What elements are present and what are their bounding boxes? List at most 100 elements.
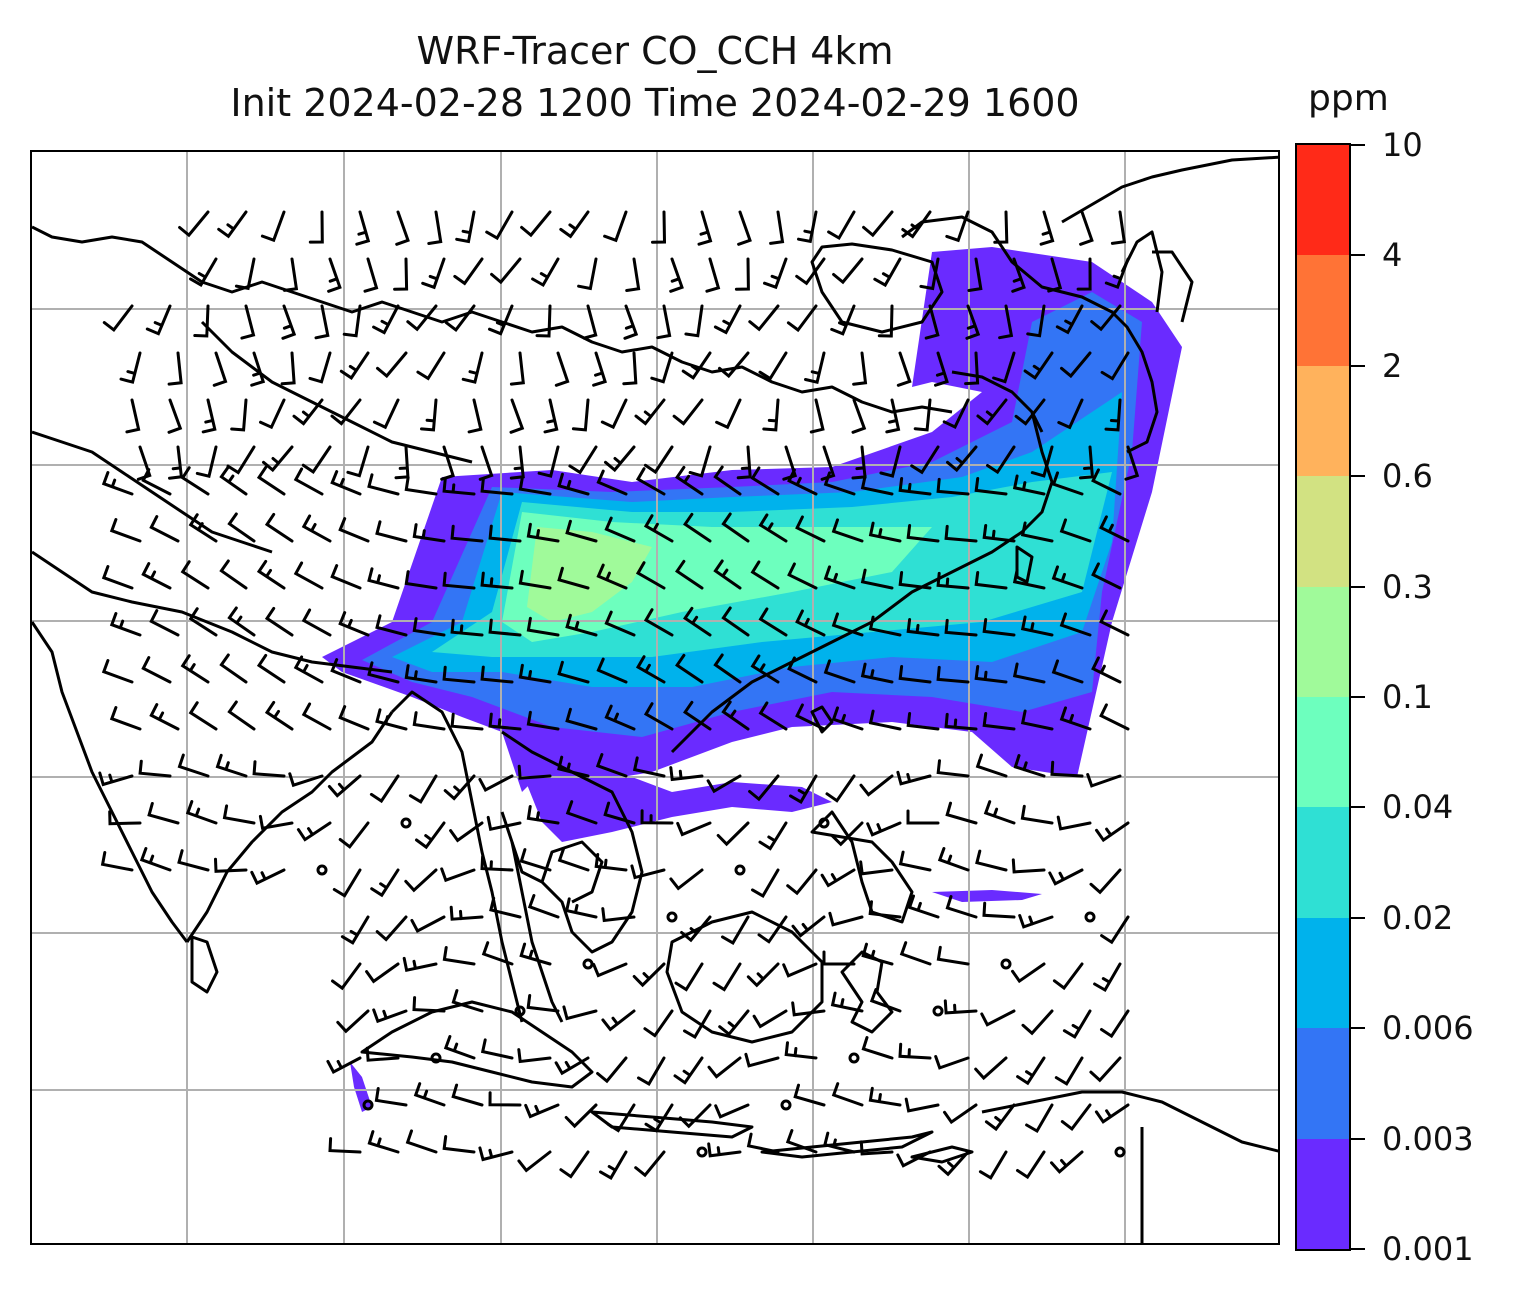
wind-barb [898,1042,932,1060]
wind-barb [98,771,134,787]
wind-barb [986,445,1016,475]
coastline-china-east [1061,155,1278,224]
wind-barb [1099,703,1130,731]
wind-barb [1026,304,1046,338]
wind-barb [1089,1056,1122,1083]
wind-barb [943,999,978,1015]
coastline-timor [910,1145,974,1164]
wind-barb-calm [666,911,678,923]
colorbar-tick-label: 0.006 [1382,1009,1474,1048]
wind-barb [713,465,742,496]
colorbar-tick [1351,254,1365,257]
wind-barb [793,1083,826,1107]
wind-barb [256,559,286,590]
wind-barb [1013,754,1046,778]
wind-barb [751,868,780,898]
coastline-tibet [200,320,473,464]
wind-barb [791,1001,826,1017]
wind-barb [934,1055,970,1070]
wind-barb [1052,962,1084,991]
wind-barb [557,847,590,872]
wind-barb [750,466,780,496]
wind-barb [188,701,218,731]
wind-barb [594,853,628,872]
wind-barb [330,658,362,684]
wind-barb [1012,662,1046,684]
wind-barb [919,257,940,291]
wind-barb [451,1083,484,1107]
wind-barb [945,801,978,825]
wind-barb [145,304,172,336]
wind-barb [1011,257,1026,293]
wind-barb [787,562,818,590]
wind-barb [488,1091,522,1107]
wind-barb [1039,210,1055,246]
wind-barb [177,753,210,778]
colorbar-tick-label: 0.003 [1382,1119,1474,1158]
wind-barb [486,815,522,831]
wind-barb [557,472,590,496]
wind-barb [868,709,902,731]
colorbar-segment [1297,1138,1349,1249]
wind-barb [707,1142,742,1158]
wind-barb [292,398,324,426]
wind-barb [178,210,210,238]
wind-barb [427,210,443,245]
wind-barb [488,304,514,336]
wind-barb [852,351,868,386]
wind-barb [264,700,294,731]
wind-barb [1011,962,1046,984]
wind-barb [906,712,940,731]
wind-barb [226,445,256,475]
wind-barb [758,513,788,543]
wind-barb [757,915,788,944]
wind-barb [643,608,674,637]
wind-barb-calm [514,1005,526,1017]
wind-barb [571,398,590,432]
coastline-taiwan [1015,545,1034,584]
wind-barb [1051,471,1084,496]
wind-barb [603,210,628,243]
wind-barb [901,210,932,239]
wind-barb [375,708,408,731]
wind-barb [944,712,978,731]
wind-barb [136,445,152,481]
wind-barb [535,304,552,338]
wind-barb [568,445,598,475]
wind-barb [907,894,940,919]
wind-barb [180,654,210,684]
wind-barb [565,707,598,731]
wind-barb [301,608,332,637]
wind-barb [375,614,408,637]
wind-barb [443,774,476,801]
wind-barb [330,470,362,496]
wind-barb [1025,1103,1054,1134]
wind-barb [1059,706,1092,731]
wind-barb [193,304,210,338]
wind-barb [831,612,864,637]
wind-barb [327,257,342,293]
wind-barb [675,653,704,684]
wind-barb [634,398,666,426]
wind-barb [488,524,522,543]
wind-barb [830,304,856,336]
colorbar-tick [1351,806,1365,809]
wind-barb [402,956,438,972]
wind-barb [442,946,476,966]
plume-fragment-south [522,770,832,842]
wind-barb [885,398,901,434]
wind-barb [721,915,750,945]
coastline-china-southeast [670,411,1054,754]
wind-barb [412,711,446,731]
wind-barb [339,351,370,380]
wind-barb [1021,1009,1054,1036]
wind-barb [998,304,1014,340]
wind-barb [830,821,864,847]
wind-barb [565,800,598,825]
coastline-japan [1152,250,1194,323]
wind-barb [601,1009,636,1032]
wind-barb [1100,915,1130,945]
wind-barb [101,565,134,590]
wind-barb [372,398,400,430]
wind-barb [102,304,134,333]
